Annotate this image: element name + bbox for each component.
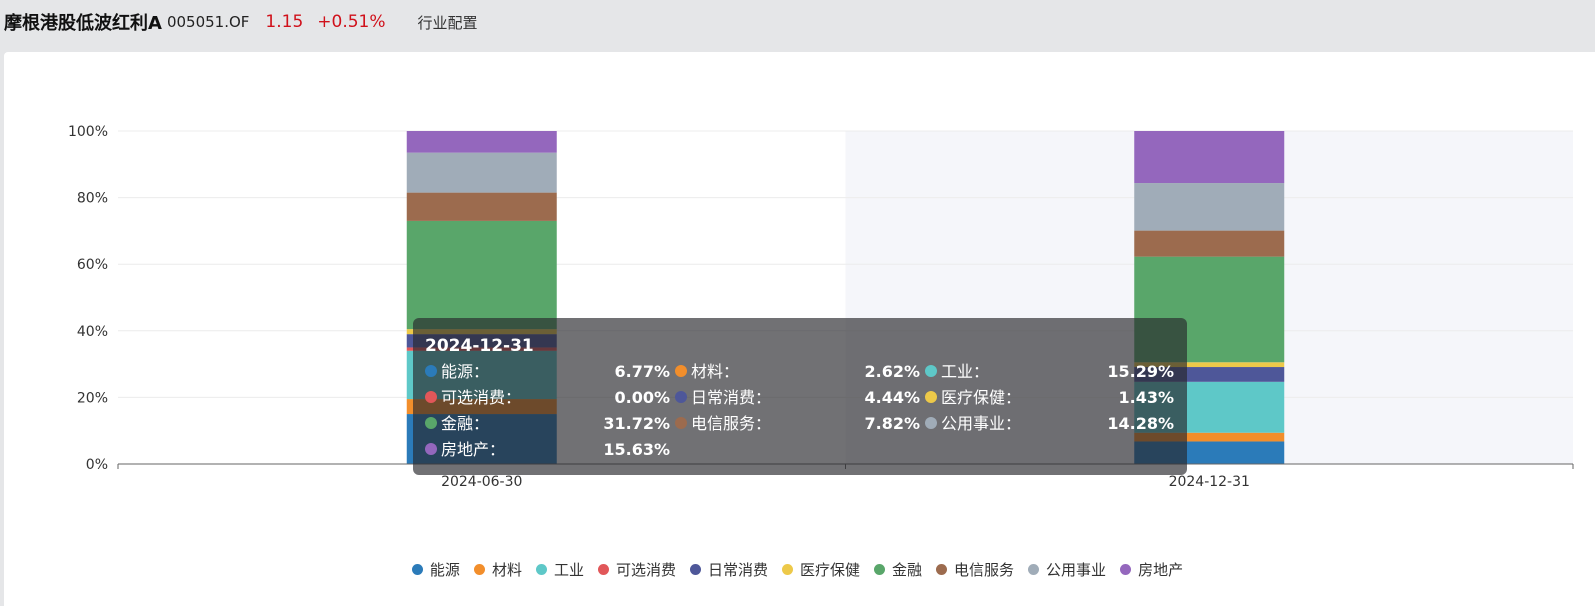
tooltip-label: 医疗保健： xyxy=(941,388,1021,407)
bar-segment[interactable] xyxy=(406,152,557,193)
tooltip-marker xyxy=(675,391,687,403)
tooltip-title: 2024-12-31 xyxy=(425,336,534,356)
legend-label: 公用事业 xyxy=(1046,560,1107,579)
fund-change-percent: +0.51% xyxy=(317,12,386,32)
tooltip-marker xyxy=(925,365,937,377)
legend-label: 电信服务 xyxy=(954,560,1015,579)
tooltip-marker xyxy=(425,365,437,377)
bar-segment[interactable] xyxy=(1134,131,1285,184)
bar-segment[interactable] xyxy=(406,192,557,221)
tooltip-value: 15.63% xyxy=(603,440,670,459)
bar-segment[interactable] xyxy=(1134,362,1285,368)
bar-segment[interactable] xyxy=(406,131,557,153)
legend-label: 能源 xyxy=(429,560,460,579)
fund-nav-value: 1.15 xyxy=(265,12,304,32)
legend-dot-icon xyxy=(1028,563,1040,575)
tooltip-label: 金融： xyxy=(441,414,489,433)
tooltip-label: 日常消费： xyxy=(691,388,771,407)
legend-dot-icon xyxy=(597,563,609,575)
tooltip-marker xyxy=(675,365,687,377)
legend-dot-icon xyxy=(936,563,948,575)
bar-segment[interactable] xyxy=(1134,230,1285,257)
legend-label: 材料 xyxy=(491,560,522,579)
y-tick-label: 100% xyxy=(68,124,108,140)
fund-name: 摩根港股低波红利A xyxy=(4,13,162,34)
legend-item[interactable]: 金融 xyxy=(874,559,922,580)
bar-segment[interactable] xyxy=(1134,183,1285,231)
tooltip-box xyxy=(413,318,1187,475)
tooltip-label: 工业： xyxy=(941,362,989,381)
tooltip-value: 0.00% xyxy=(614,388,670,407)
tooltip-label: 房地产： xyxy=(441,440,505,459)
tooltip-label: 电信服务： xyxy=(691,414,771,433)
tooltip-marker xyxy=(925,391,937,403)
tooltip-marker xyxy=(425,417,437,429)
tooltip-label: 可选消费： xyxy=(441,388,521,407)
y-tick-label: 0% xyxy=(86,457,108,473)
legend-label: 工业 xyxy=(553,560,584,579)
tooltip-value: 7.82% xyxy=(864,414,920,433)
legend-dot-icon xyxy=(1120,563,1132,575)
legend-label: 日常消费 xyxy=(707,560,768,579)
tooltip-value: 31.72% xyxy=(603,414,670,433)
tooltip-label: 能源： xyxy=(441,362,489,381)
legend-item[interactable]: 可选消费 xyxy=(597,559,676,580)
legend-item[interactable]: 医疗保健 xyxy=(782,559,860,580)
y-tick-label: 60% xyxy=(77,257,108,273)
x-tick-label: 2024-12-31 xyxy=(1169,474,1250,490)
tooltip-value: 1.43% xyxy=(1118,388,1174,407)
legend-label: 可选消费 xyxy=(615,560,676,579)
tooltip-value: 15.29% xyxy=(1107,362,1174,381)
header-bar: 摩根港股低波红利A 005051.OF 1.15 +0.51% 行业配置 xyxy=(0,0,1595,44)
legend-dot-icon xyxy=(473,563,485,575)
tab-industry-allocation[interactable]: 行业配置 xyxy=(417,13,478,32)
tooltip-value: 6.77% xyxy=(614,362,670,381)
tooltip-marker xyxy=(925,417,937,429)
legend-dot-icon xyxy=(782,563,793,575)
tooltip-label: 公用事业： xyxy=(941,414,1021,433)
legend-label: 金融 xyxy=(892,560,923,579)
legend-item[interactable]: 电信服务 xyxy=(936,559,1014,580)
fund-code: 005051.OF xyxy=(166,13,250,31)
legend-item[interactable]: 能源 xyxy=(411,559,460,580)
tooltip-marker xyxy=(425,391,437,403)
y-tick-label: 40% xyxy=(77,324,108,340)
legend-item[interactable]: 房地产 xyxy=(1120,559,1183,580)
bar-segment[interactable] xyxy=(406,220,557,330)
legend-item[interactable]: 日常消费 xyxy=(689,559,768,580)
legend-dot-icon xyxy=(411,563,423,575)
legend-item[interactable]: 材料 xyxy=(473,559,522,580)
y-tick-label: 80% xyxy=(77,191,108,207)
tooltip-value: 4.44% xyxy=(864,388,920,407)
legend-label: 房地产 xyxy=(1138,560,1184,579)
legend-dot-icon xyxy=(535,563,547,575)
tooltip-label: 材料： xyxy=(691,362,739,381)
legend-dot-icon xyxy=(874,563,886,575)
bar-segment[interactable] xyxy=(1134,432,1285,442)
legend-label: 医疗保健 xyxy=(800,560,861,579)
y-tick-label: 20% xyxy=(77,390,108,406)
legend-item[interactable]: 公用事业 xyxy=(1028,559,1106,580)
tooltip-marker xyxy=(425,443,437,455)
tooltip-value: 2.62% xyxy=(864,362,920,381)
tooltip-value: 14.28% xyxy=(1107,414,1174,433)
legend-item[interactable]: 工业 xyxy=(535,559,584,580)
legend-dot-icon xyxy=(689,563,701,575)
x-tick-label: 2024-06-30 xyxy=(441,474,522,490)
tooltip-marker xyxy=(675,417,687,429)
chart-legend: 能源 材料 工业 可选消费 日常消费 医疗保健 金融 电信服务 公用事业 房地产 xyxy=(0,558,1595,580)
